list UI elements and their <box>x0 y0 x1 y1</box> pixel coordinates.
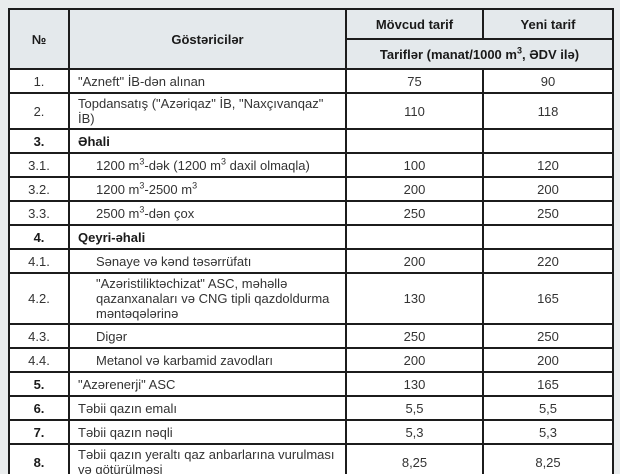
current-tariff-cell: 130 <box>345 371 484 397</box>
current-tariff-cell: 130 <box>345 272 484 325</box>
table-row: 3.1. 1200 m3-dək (1200 m3 daxil olmaqla)… <box>8 152 614 178</box>
row-number-cell: 2. <box>8 92 70 130</box>
new-tariff-cell: 165 <box>482 272 614 325</box>
table-row: 4. Qeyri-əhali <box>8 224 614 250</box>
indicator-cell: Metanol və karbamid zavodları <box>68 347 347 373</box>
new-tariff-cell: 118 <box>482 92 614 130</box>
new-tariff-cell: 5,3 <box>482 419 614 445</box>
current-tariff-cell: 100 <box>345 152 484 178</box>
table-row: 4.1. Sənaye və kənd təsərrüfatı 200 220 <box>8 248 614 274</box>
new-tariff-cell <box>482 128 614 154</box>
current-tariff-cell: 250 <box>345 200 484 226</box>
indicator-cell: Qeyri-əhali <box>68 224 347 250</box>
indicator-cell: "Azərenerji" ASC <box>68 371 347 397</box>
row-number-cell: 3. <box>8 128 70 154</box>
table-row: 6. Təbii qazın emalı 5,5 5,5 <box>8 395 614 421</box>
row-number-cell: 4.1. <box>8 248 70 274</box>
new-tariff-cell <box>482 224 614 250</box>
indicator-cell: Əhali <box>68 128 347 154</box>
new-tariff-cell: 120 <box>482 152 614 178</box>
row-number-cell: 4.3. <box>8 323 70 349</box>
table-row: 1. "Azneft" İB-dən alınan 75 90 <box>8 68 614 94</box>
row-number-cell: 1. <box>8 68 70 94</box>
row-number-cell: 4. <box>8 224 70 250</box>
table-row: 2. Topdansatış ("Azəriqaz" İB, "Naxçıvan… <box>8 92 614 130</box>
current-tariff-cell: 75 <box>345 68 484 94</box>
indicator-cell: Təbii qazın emalı <box>68 395 347 421</box>
row-number-cell: 3.2. <box>8 176 70 202</box>
indicator-cell: Sənaye və kənd təsərrüfatı <box>68 248 347 274</box>
row-number-cell: 6. <box>8 395 70 421</box>
row-number-cell: 8. <box>8 443 70 474</box>
row-number-cell: 3.3. <box>8 200 70 226</box>
column-header-no: № <box>8 8 70 70</box>
indicator-cell: 2500 m3-dən çox <box>68 200 347 226</box>
current-tariff-cell: 5,5 <box>345 395 484 421</box>
column-header-new-tariff: Yeni tarif <box>482 8 614 40</box>
table-row: 3. Əhali <box>8 128 614 154</box>
indicator-cell: Təbii qazın yeraltı qaz anbarlarına vuru… <box>68 443 347 474</box>
new-tariff-cell: 250 <box>482 200 614 226</box>
row-number-cell: 4.2. <box>8 272 70 325</box>
current-tariff-cell: 200 <box>345 248 484 274</box>
new-tariff-cell: 5,5 <box>482 395 614 421</box>
new-tariff-cell: 250 <box>482 323 614 349</box>
current-tariff-cell <box>345 224 484 250</box>
new-tariff-cell: 90 <box>482 68 614 94</box>
table-row: 4.4. Metanol və karbamid zavodları 200 2… <box>8 347 614 373</box>
row-number-cell: 3.1. <box>8 152 70 178</box>
new-tariff-cell: 8,25 <box>482 443 614 474</box>
indicator-cell: Digər <box>68 323 347 349</box>
tariff-table: № Göstəricilər Mövcud tarif Yeni tarif T… <box>8 8 614 474</box>
new-tariff-cell: 200 <box>482 176 614 202</box>
current-tariff-cell: 5,3 <box>345 419 484 445</box>
table-row: 4.3. Digər 250 250 <box>8 323 614 349</box>
column-header-indicators: Göstəricilər <box>68 8 347 70</box>
indicator-cell: "Azneft" İB-dən alınan <box>68 68 347 94</box>
current-tariff-cell: 110 <box>345 92 484 130</box>
table-row: 5. "Azərenerji" ASC 130 165 <box>8 371 614 397</box>
current-tariff-cell: 200 <box>345 347 484 373</box>
current-tariff-cell: 200 <box>345 176 484 202</box>
table-row: 8. Təbii qazın yeraltı qaz anbarlarına v… <box>8 443 614 474</box>
header-row-unit: Tariflər (manat/1000 m3, ƏDV ilə) <box>9 38 614 70</box>
row-number-cell: 7. <box>8 419 70 445</box>
current-tariff-cell <box>345 128 484 154</box>
indicator-cell: 1200 m3-dək (1200 m3 daxil olmaqla) <box>68 152 347 178</box>
row-number-cell: 4.4. <box>8 347 70 373</box>
table-row: 4.2. "Azəristiliktəchizat" ASC, məhəllə … <box>8 272 614 325</box>
column-header-current-tariff: Mövcud tarif <box>345 8 484 40</box>
column-subheader-tariff-unit: Tariflər (manat/1000 m3, ƏDV ilə) <box>345 38 614 70</box>
current-tariff-cell: 250 <box>345 323 484 349</box>
indicator-cell: 1200 m3-2500 m3 <box>68 176 347 202</box>
table-row: 7. Təbii qazın nəqli 5,3 5,3 <box>8 419 614 445</box>
current-tariff-cell: 8,25 <box>345 443 484 474</box>
table-row: 3.2. 1200 m3-2500 m3 200 200 <box>8 176 614 202</box>
header-row-main: № Göstəricilər Mövcud tarif Yeni tarif <box>8 8 614 70</box>
indicator-cell: Topdansatış ("Azəriqaz" İB, "Naxçıvanqaz… <box>68 92 347 130</box>
new-tariff-cell: 165 <box>482 371 614 397</box>
indicator-cell: Təbii qazın nəqli <box>68 419 347 445</box>
table-row: 3.3. 2500 m3-dən çox 250 250 <box>8 200 614 226</box>
new-tariff-cell: 200 <box>482 347 614 373</box>
indicator-cell: "Azəristiliktəchizat" ASC, məhəllə qazan… <box>68 272 347 325</box>
new-tariff-cell: 220 <box>482 248 614 274</box>
row-number-cell: 5. <box>8 371 70 397</box>
